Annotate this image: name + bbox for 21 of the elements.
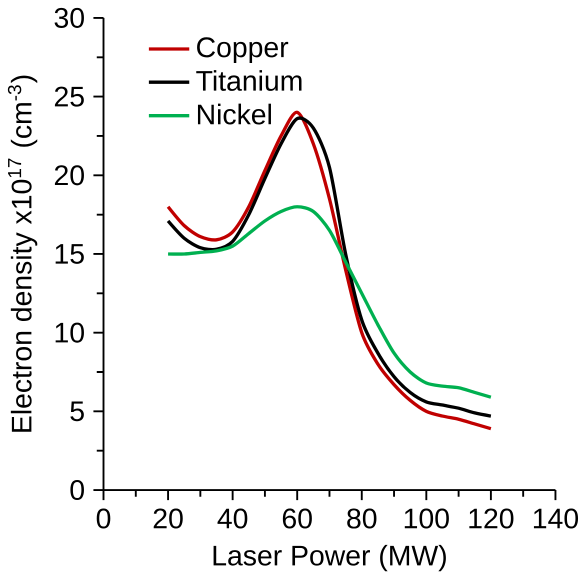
y-tick-label: 15 [56,244,84,264]
x-tick-label: 100 [404,508,449,529]
y-tick-label: 10 [56,322,84,343]
y-axis-title: Electron density x10$^{17}$ (cm$^{-3}$) [8,76,38,432]
legend-label: Nickel [198,104,271,124]
x-tick-label: 140 [534,508,578,529]
y-tick-label: 5 [70,401,84,422]
y-tick-label: 25 [54,86,84,107]
x-tick-label: 20 [154,508,183,529]
x-tick-label: 0 [96,508,110,529]
x-tick-label: 60 [282,508,312,529]
y-tick-label: 0 [70,480,84,500]
x-tick-label: 120 [469,508,514,529]
line-series [166,205,493,399]
legend-label: Titanium [196,70,302,91]
legend-label: Copper [197,37,288,63]
x-axis-title: Laser Power (MW) [214,544,446,572]
y-tick-label: 30 [54,8,84,28]
y-tick-label: 20 [54,165,84,186]
x-tick-label: 80 [347,508,376,529]
x-tick-label: 40 [218,508,248,529]
